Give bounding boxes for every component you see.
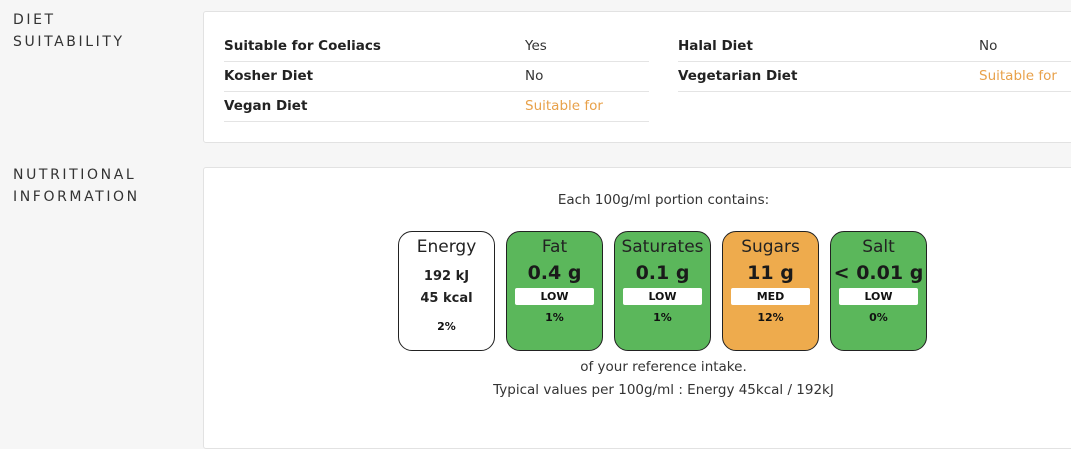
portion-text: Each 100g/ml portion contains: xyxy=(557,192,770,208)
diet-value: Suitable for xyxy=(525,98,603,114)
energy-kj: 192 kJ xyxy=(423,269,470,284)
level-badge: LOW xyxy=(839,288,918,305)
diet-suitability-card: Suitable for Coeliacs Yes Kosher Diet No… xyxy=(203,11,1071,143)
nutritional-information-heading: NUTRITIONAL INFORMATION xyxy=(13,164,140,208)
diet-label: Vegetarian Diet xyxy=(678,68,798,84)
diet-label: Suitable for Coeliacs xyxy=(224,38,381,54)
tile-percent: 1% xyxy=(653,311,672,324)
level-badge: LOW xyxy=(623,288,702,305)
diet-row-kosher: Kosher Diet No xyxy=(224,61,649,92)
diet-row-coeliacs: Suitable for Coeliacs Yes xyxy=(224,31,649,62)
tile-percent: 2% xyxy=(437,320,456,333)
tile-name: Salt xyxy=(862,237,895,257)
diet-value: No xyxy=(979,38,998,54)
fat-tile: Fat 0.4 g LOW 1% xyxy=(506,231,603,351)
tile-name: Sugars xyxy=(741,237,800,257)
diet-label: Halal Diet xyxy=(678,38,753,54)
tile-name: Energy xyxy=(416,237,477,257)
tile-value: < 0.01 g xyxy=(833,262,924,284)
diet-row-halal: Halal Diet No xyxy=(678,31,1071,62)
tile-value: 0.1 g xyxy=(635,262,690,284)
typical-values-text: Typical values per 100g/ml : Energy 45kc… xyxy=(493,382,834,398)
diet-value: Suitable for xyxy=(979,68,1057,84)
diet-value: Yes xyxy=(525,38,547,54)
sugars-tile: Sugars 11 g MED 12% xyxy=(722,231,819,351)
tile-value: 0.4 g xyxy=(527,262,582,284)
tile-value: 11 g xyxy=(747,262,794,284)
nutrition-heading-line2: INFORMATION xyxy=(13,189,140,205)
tile-name: Saturates xyxy=(621,237,704,257)
diet-heading-line1: DIET xyxy=(13,12,56,28)
saturates-tile: Saturates 0.1 g LOW 1% xyxy=(614,231,711,351)
level-badge: LOW xyxy=(515,288,594,305)
reference-intake-text: of your reference intake. xyxy=(580,359,747,375)
energy-tile: Energy 192 kJ 45 kcal 2% xyxy=(398,231,495,351)
diet-label: Kosher Diet xyxy=(224,68,314,84)
energy-kcal: 45 kcal xyxy=(420,291,473,306)
nutrition-heading-line1: NUTRITIONAL xyxy=(13,167,137,183)
level-badge: MED xyxy=(731,288,810,305)
diet-row-vegan: Vegan Diet Suitable for xyxy=(224,91,649,122)
salt-tile: Salt < 0.01 g LOW 0% xyxy=(830,231,927,351)
tile-percent: 1% xyxy=(545,311,564,324)
tile-percent: 0% xyxy=(869,311,888,324)
diet-heading-line2: SUITABILITY xyxy=(13,34,125,50)
tile-percent: 12% xyxy=(757,311,784,324)
tile-name: Fat xyxy=(541,237,568,257)
diet-label: Vegan Diet xyxy=(224,98,308,114)
diet-value: No xyxy=(525,68,544,84)
diet-suitability-heading: DIET SUITABILITY xyxy=(13,9,125,53)
nutritional-information-card: Each 100g/ml portion contains: Energy 19… xyxy=(203,167,1071,449)
diet-row-vegetarian: Vegetarian Diet Suitable for xyxy=(678,61,1071,92)
